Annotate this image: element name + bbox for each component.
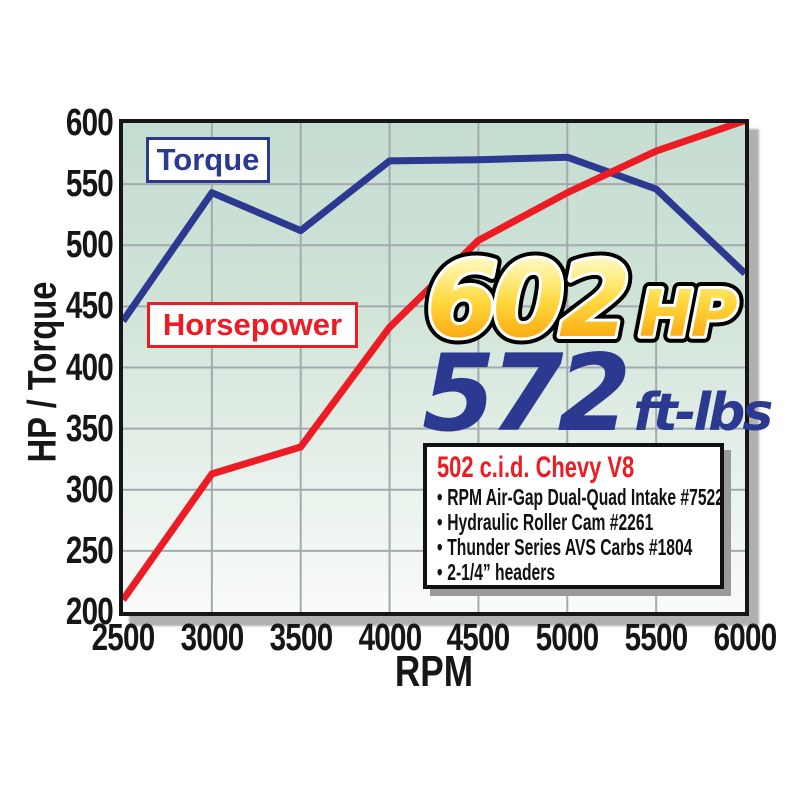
hp-callout-outline-black: 602 HP: [426, 239, 738, 361]
y-tick: 500: [65, 224, 114, 266]
horsepower-curve: [123, 123, 745, 602]
x-tick: 5000: [535, 617, 600, 659]
y-tick: 450: [65, 285, 114, 327]
spec-box-title: 502 c.i.d. Chevy V8: [437, 451, 635, 484]
hp-callout: 602 HP 602 HP 602 HP: [419, 232, 747, 368]
x-tick: 3500: [269, 617, 334, 659]
legend-torque-label: Torque: [156, 142, 260, 177]
y-tick: 250: [65, 530, 114, 572]
x-axis-title: RPM: [394, 647, 474, 696]
y-tick: 550: [65, 163, 114, 205]
bullet-icon: •: [437, 559, 443, 585]
hp-callout-outline-white: 602 HP: [426, 239, 738, 361]
x-tick: 4500: [446, 617, 511, 659]
y-tick: 350: [65, 408, 114, 450]
y-tick: 400: [65, 347, 114, 389]
torque-curve: [123, 153, 745, 323]
spec-item: • Hydraulic Roller Cam #2261: [437, 509, 654, 535]
spec-box: 502 c.i.d. Chevy V8 • RPM Air-Gap Dual-Qu…: [423, 443, 724, 589]
x-tick: 3000: [180, 617, 245, 659]
torque-callout-text: 572 ft-lbs: [422, 332, 772, 455]
spec-item: • Thunder Series AVS Carbs #1804: [437, 534, 693, 560]
spec-item: • RPM Air-Gap Dual-Quad Intake #7522: [437, 484, 724, 510]
legend-torque-box: Torque: [146, 137, 270, 183]
x-tick: 5500: [624, 617, 689, 659]
spec-item: • 2-1/4” headers: [437, 559, 556, 585]
bullet-icon: •: [437, 534, 443, 560]
x-tick: 4000: [358, 617, 423, 659]
torque-callout: 572 ft-lbs: [422, 332, 775, 455]
y-tick: 300: [65, 469, 114, 511]
bullet-icon: •: [437, 509, 443, 535]
x-tick: 2500: [91, 617, 156, 659]
hp-callout-text: 602 HP: [426, 239, 738, 361]
bullet-icon: •: [437, 484, 443, 510]
y-tick: 600: [65, 102, 114, 144]
legend-horsepower-label: Horsepower: [162, 307, 343, 342]
x-tick: 6000: [713, 617, 778, 659]
y-tick: 200: [65, 591, 114, 633]
legend-horsepower-box: Horsepower: [147, 302, 358, 348]
